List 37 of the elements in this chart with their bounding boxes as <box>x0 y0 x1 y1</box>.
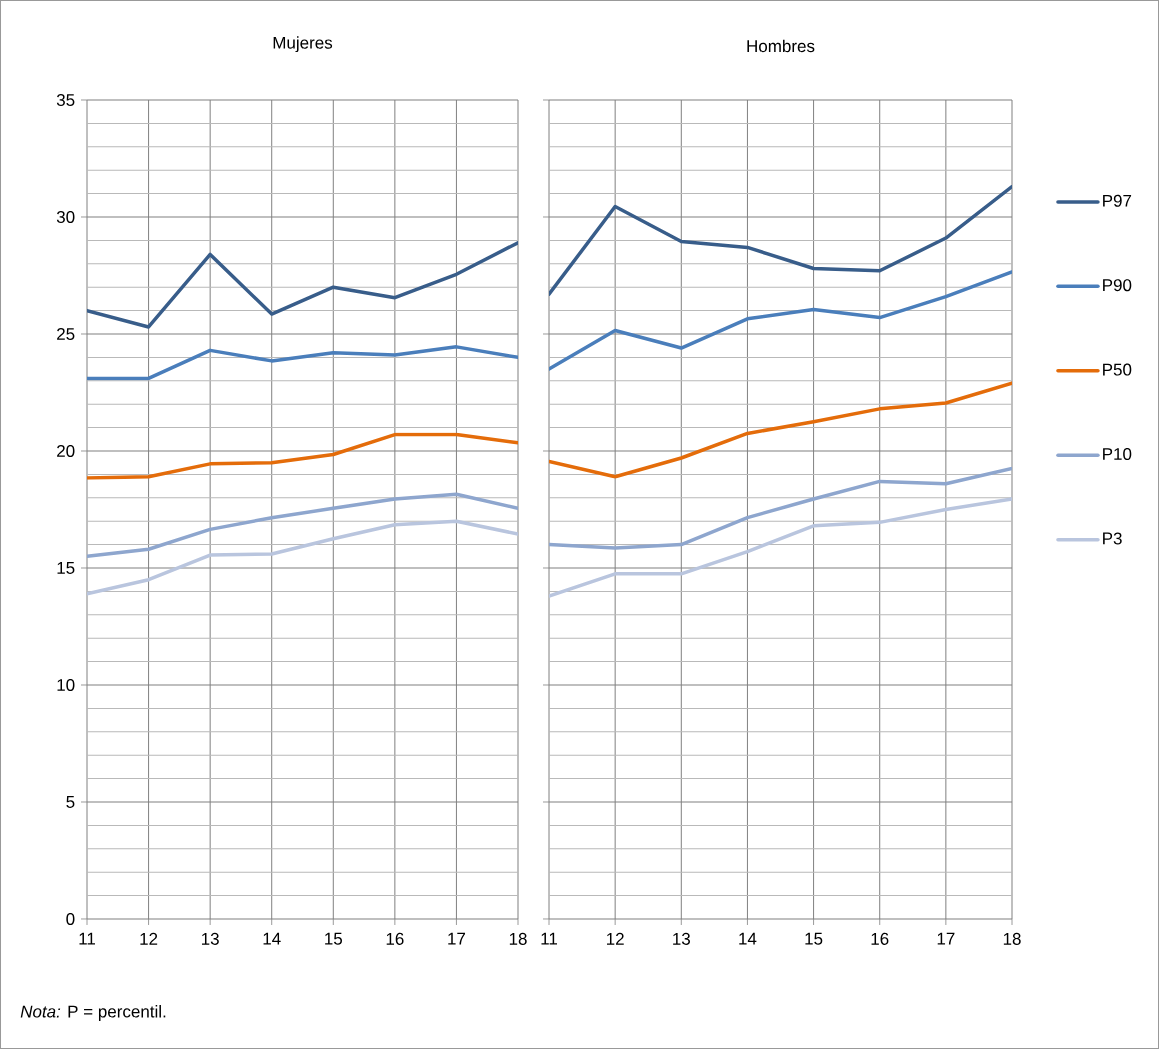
y-tick-label: 35 <box>56 93 75 107</box>
line-series <box>87 519 518 596</box>
line-series <box>87 492 518 559</box>
chart-title: Mujeres <box>273 36 333 53</box>
x-tick-label: 16 <box>871 932 889 945</box>
x-tick-label: 16 <box>386 932 404 945</box>
x-tick-label: 17 <box>937 932 955 945</box>
x-tick-label: 11 <box>541 932 557 945</box>
x-tick-label: 13 <box>673 932 690 945</box>
y-tick-label: 15 <box>57 562 75 574</box>
x-tick-label: 12 <box>607 932 624 945</box>
x-tick-label: 12 <box>140 932 158 945</box>
y-tick-label: 10 <box>57 678 75 692</box>
y-tick-label: 5 <box>66 796 75 808</box>
legend-label: P10 <box>1103 448 1132 461</box>
x-tick-label: 14 <box>263 932 281 945</box>
legend-label: P50 <box>1103 363 1132 376</box>
chart-title: Hombres <box>747 39 815 53</box>
x-tick-label: 18 <box>1003 932 1021 945</box>
text: Nota: P = percentil. <box>20 1005 166 1021</box>
legend-label: P3 <box>1103 532 1122 545</box>
x-tick-label: 11 <box>79 932 95 945</box>
y-tick-label: 25 <box>57 327 75 341</box>
x-tick-label: 15 <box>325 932 343 945</box>
x-tick-label: 17 <box>448 932 466 945</box>
y-tick-label: 20 <box>57 444 75 458</box>
y-tick-label: 30 <box>56 210 75 224</box>
x-tick-label: 18 <box>509 932 527 945</box>
x-tick-label: 14 <box>739 932 757 945</box>
y-tick-label: 0 <box>66 912 75 926</box>
x-tick-label: 13 <box>202 932 219 945</box>
line-series <box>87 432 518 480</box>
x-tick-label: 15 <box>805 932 823 945</box>
legend-label: P97 <box>1103 194 1132 207</box>
line-series <box>87 240 518 329</box>
line-series <box>87 345 518 381</box>
legend-label: P90 <box>1103 279 1132 292</box>
